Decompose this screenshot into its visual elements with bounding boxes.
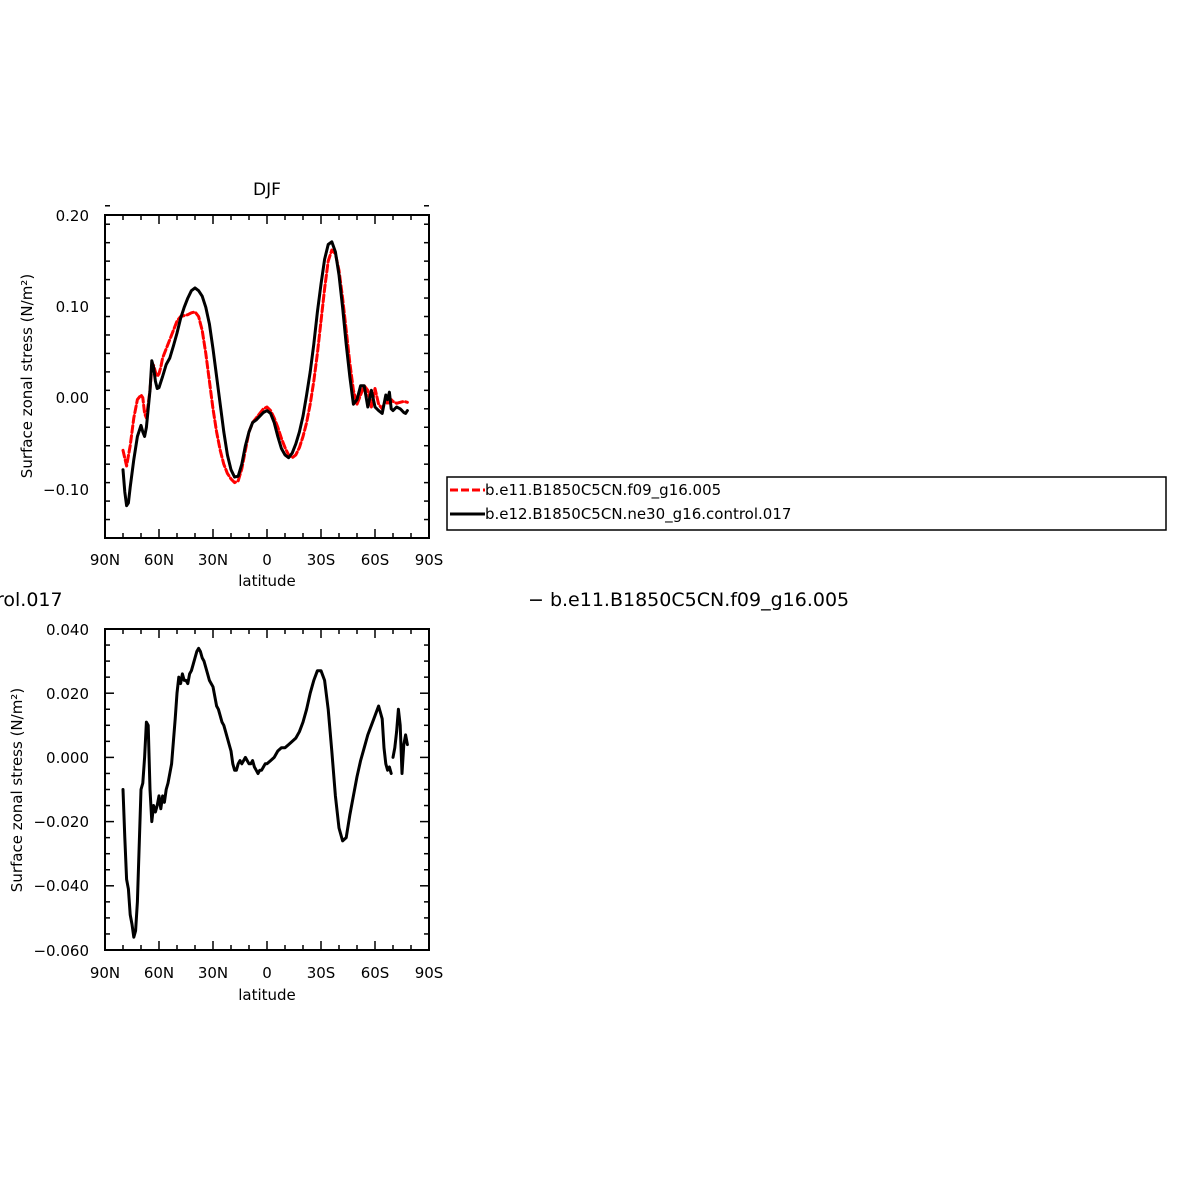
top-xtick-label: 30N [198,551,228,569]
top-panel: DJF 0.20 0.10 0.00 −0.10 90N 60N 30N 0 3… [18,180,443,590]
series-line [121,646,393,939]
top-xtick-label: 60N [144,551,174,569]
bottom-ytick-label: 0.020 [46,685,89,703]
bottom-ytick-label: 0.000 [46,749,89,767]
top-x-axis-title: latitude [238,572,296,590]
bottom-plot-frame [104,628,430,951]
bottom-panel: 0.040 0.020 0.000 −0.020 −0.040 −0.060 9… [8,621,443,1004]
bottom-ytick-label: −0.020 [33,813,89,831]
bottom-xtick-label: 30N [198,964,228,982]
legend-label: b.e11.B1850C5CN.f09_g16.005 [485,481,721,500]
top-ytick-label: 0.20 [56,207,89,225]
top-xtick-label: 30S [307,551,336,569]
top-axis-ticks [104,205,430,539]
bottom-y-axis-title: Surface zonal stress (N/m²) [8,688,26,892]
series-line-dashed [121,248,409,485]
bottom-axis-ticks [104,628,430,951]
legend-label: b.e12.B1850C5CN.ne30_g16.control.017 [485,505,791,524]
top-xtick-label: 0 [262,551,272,569]
top-ytick-label: 0.00 [56,389,89,407]
bottom-ytick-label: −0.040 [33,877,89,895]
top-xtick-label: 60S [361,551,390,569]
bottom-xtick-label: 30S [307,964,336,982]
top-ytick-label: 0.10 [56,298,89,316]
bottom-xtick-label: 0 [262,964,272,982]
top-panel-title: DJF [253,180,281,200]
legend: b.e11.B1850C5CN.f09_g16.005 b.e12.B1850C… [446,476,1167,531]
bottom-x-axis-title: latitude [238,986,296,1004]
top-xtick-label: 90S [415,551,444,569]
series-line [121,240,409,508]
legend-box [446,476,1167,531]
bottom-series-group [121,646,409,939]
bottom-xtick-label: 90S [415,964,444,982]
top-xtick-label: 90N [90,551,120,569]
series-line [391,707,409,775]
bottom-xtick-label: 60S [361,964,390,982]
bottom-ytick-label: 0.040 [46,621,89,639]
top-y-axis-title: Surface zonal stress (N/m²) [18,274,36,478]
top-series-group [121,240,409,508]
bottom-right-header: − b.e11.B1850C5CN.f09_g16.005 [528,589,849,611]
bottom-ytick-label: −0.060 [33,942,89,960]
bottom-xtick-label: 90N [90,964,120,982]
top-ytick-label: −0.10 [43,481,89,499]
bottom-xtick-label: 60N [144,964,174,982]
bottom-left-header: rol.017 [0,589,63,611]
